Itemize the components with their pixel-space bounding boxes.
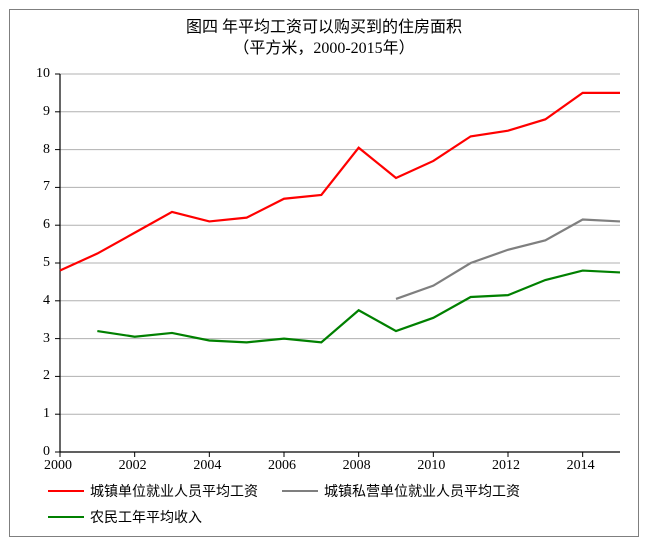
- y-tick-label: 3: [43, 331, 50, 347]
- y-tick-label: 10: [36, 66, 50, 82]
- y-tick-label: 2: [43, 368, 50, 384]
- legend-item: 农民工年平均收入: [48, 506, 202, 528]
- y-tick-label: 5: [43, 255, 50, 271]
- series-line: [60, 93, 620, 271]
- x-tick-label: 2002: [119, 458, 147, 474]
- x-tick-label: 2000: [44, 458, 72, 474]
- legend-swatch: [48, 516, 84, 518]
- series-line: [396, 220, 620, 299]
- y-tick-label: 6: [43, 217, 50, 233]
- y-tick-label: 4: [43, 293, 50, 309]
- legend: 城镇单位就业人员平均工资 城镇私营单位就业人员平均工资农民工年平均收入: [48, 480, 608, 532]
- series-line: [97, 271, 620, 343]
- legend-item: 城镇单位就业人员平均工资: [48, 480, 258, 502]
- x-tick-label: 2004: [193, 458, 221, 474]
- legend-swatch: [282, 490, 318, 492]
- x-tick-label: 2010: [417, 458, 445, 474]
- x-tick-label: 2006: [268, 458, 296, 474]
- plot-area: [60, 74, 620, 452]
- legend-item: 城镇私营单位就业人员平均工资: [282, 480, 520, 502]
- plot-svg: [60, 74, 620, 452]
- legend-label: 城镇私营单位就业人员平均工资: [324, 481, 520, 501]
- legend-swatch: [48, 490, 84, 492]
- chart-title: 图四 年平均工资可以购买到的住房面积 （平方米，2000-2015年）: [10, 18, 638, 60]
- legend-label: 农民工年平均收入: [90, 507, 202, 527]
- y-tick-label: 7: [43, 179, 50, 195]
- x-tick-label: 2012: [492, 458, 520, 474]
- chart-title-line2: （平方米，2000-2015年）: [10, 39, 638, 60]
- y-tick-label: 8: [43, 142, 50, 158]
- x-tick-label: 2014: [567, 458, 595, 474]
- legend-label: 城镇单位就业人员平均工资: [90, 481, 258, 501]
- chart-title-line1: 图四 年平均工资可以购买到的住房面积: [10, 18, 638, 39]
- y-tick-label: 9: [43, 104, 50, 120]
- y-tick-label: 1: [43, 406, 50, 422]
- x-tick-label: 2008: [343, 458, 371, 474]
- chart-frame: { "title_line1": "图四 年平均工资可以购买到的住房面积", "…: [9, 9, 639, 537]
